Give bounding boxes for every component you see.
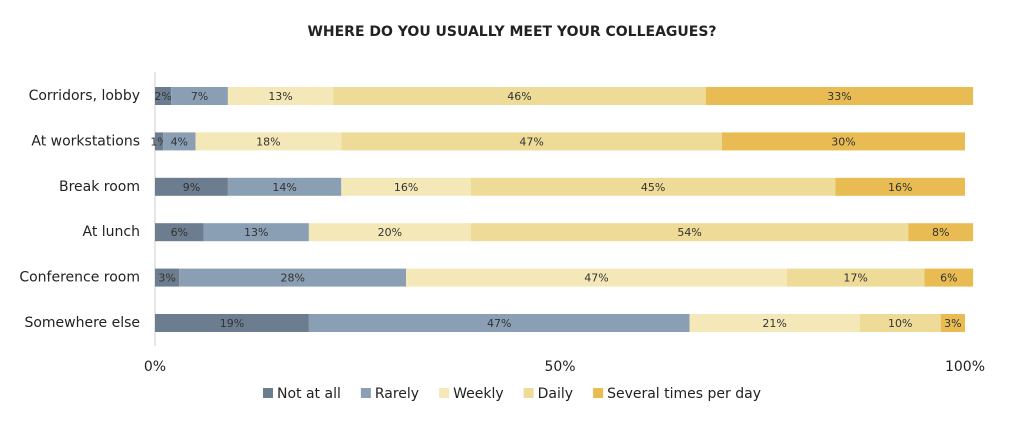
value-label: 20% — [378, 226, 402, 239]
bar-segment — [705, 87, 974, 105]
bar-segment — [155, 132, 164, 151]
legend-swatch — [523, 388, 534, 398]
bar-segment — [908, 223, 974, 242]
bar-segment — [195, 132, 342, 151]
value-label: 46% — [507, 90, 531, 103]
bar-segment — [163, 132, 196, 151]
legend-label: Several times per day — [607, 386, 761, 402]
legend-label: Not at all — [277, 386, 341, 402]
value-label: 8% — [932, 226, 949, 239]
bar-segment — [786, 268, 925, 287]
value-label: 6% — [940, 272, 957, 285]
category-label: Conference room — [19, 270, 140, 286]
legend-swatch — [360, 388, 371, 398]
value-label: 13% — [268, 90, 292, 103]
legend-label: Daily — [538, 386, 573, 402]
value-label: 47% — [584, 272, 608, 285]
category-label: At lunch — [83, 224, 140, 240]
value-label: 6% — [171, 226, 188, 239]
value-label: 13% — [244, 226, 268, 239]
category-label: Somewhere else — [24, 315, 140, 331]
x-tick-label: 0% — [144, 359, 166, 375]
x-tick-label: 100% — [945, 359, 985, 375]
category-label: Break room — [59, 179, 140, 195]
value-label: 47% — [519, 135, 543, 148]
value-label: 54% — [677, 226, 701, 239]
chart-title: WHERE DO YOU USUALLY MEET YOUR COLLEAGUE… — [307, 24, 716, 40]
value-label: 2% — [154, 90, 171, 103]
value-label: 21% — [762, 317, 786, 330]
legend-label: Rarely — [375, 386, 419, 402]
bar-segment — [308, 314, 690, 332]
bar-segment — [341, 132, 722, 151]
bar-segment — [308, 223, 471, 242]
bar-segment — [406, 268, 787, 287]
bar-segment — [470, 223, 909, 242]
bar-segment — [155, 87, 172, 105]
legend-label: Weekly — [453, 386, 504, 402]
bar-segment — [227, 177, 342, 196]
bar-segment — [155, 177, 228, 196]
bar-segment — [835, 177, 965, 196]
bar-segment — [341, 177, 471, 196]
value-label: 3% — [158, 272, 175, 285]
bar-segment — [859, 314, 941, 332]
bar-segment — [203, 223, 309, 242]
value-label: 4% — [171, 135, 188, 148]
value-label: 10% — [888, 317, 912, 330]
value-label: 16% — [394, 181, 418, 194]
bar-segment — [689, 314, 860, 332]
bar-segment — [924, 268, 974, 287]
value-label: 9% — [183, 181, 200, 194]
value-label: 28% — [280, 272, 304, 285]
x-tick-label: 50% — [544, 359, 575, 375]
category-label: At workstations — [31, 133, 140, 149]
bar-segment — [171, 87, 228, 105]
value-label: 16% — [888, 181, 912, 194]
value-label: 19% — [220, 317, 244, 330]
value-label: 33% — [827, 90, 851, 103]
value-label: 30% — [831, 135, 855, 148]
bar-segment — [155, 223, 204, 242]
bar-segment — [155, 314, 309, 332]
value-label: 18% — [256, 135, 280, 148]
legend-swatch — [439, 388, 450, 398]
bar-segment — [179, 268, 407, 287]
bar-segment — [155, 268, 180, 287]
bar-segment — [722, 132, 965, 151]
bar-segment — [470, 177, 836, 196]
bar-segment — [940, 314, 965, 332]
bar-segment — [333, 87, 706, 105]
value-label: 3% — [944, 317, 961, 330]
bar-segment — [227, 87, 334, 105]
category-label: Corridors, lobby — [29, 88, 140, 104]
value-label: 14% — [272, 181, 296, 194]
value-label: 45% — [641, 181, 665, 194]
value-label: 17% — [843, 272, 867, 285]
value-label: 7% — [191, 90, 208, 103]
legend-swatch — [593, 388, 604, 398]
legend-swatch — [263, 388, 274, 398]
value-label: 47% — [487, 317, 511, 330]
